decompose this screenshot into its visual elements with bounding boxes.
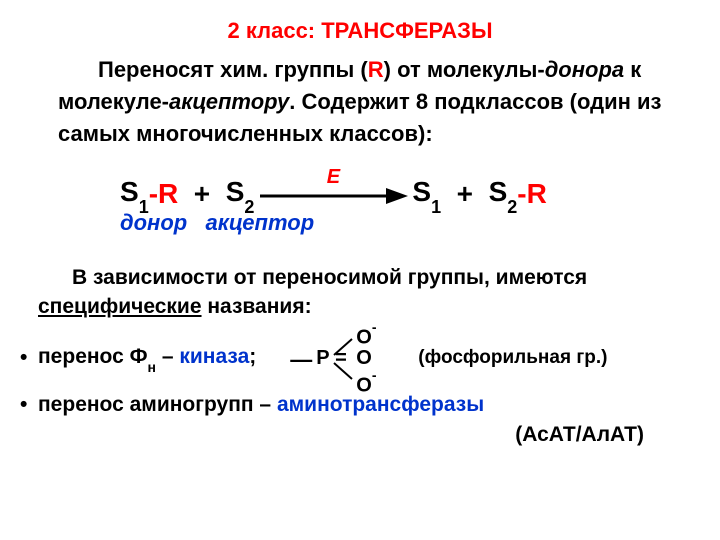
phos-O-top: О- xyxy=(356,323,376,350)
reaction-arrow: Е xyxy=(258,180,408,208)
p2-specific: специфические xyxy=(38,295,202,318)
donor-acceptor-labels: донор акцептор xyxy=(120,210,700,236)
phos-P: Р = xyxy=(316,347,347,370)
equation-line: S1 -R + S2 Е S1 + S2 -R xyxy=(120,176,700,213)
b1-kinase: киназа xyxy=(179,345,249,368)
p1-donor: донора xyxy=(545,57,624,82)
eq-S1b-sub: 1 xyxy=(431,197,441,217)
b1-b: – xyxy=(156,345,179,368)
eq-S1-sym: S xyxy=(120,176,139,207)
phos-O-bot: О- xyxy=(356,371,376,398)
eq-S2b: S2 xyxy=(489,176,518,213)
bullet2-text: перенос аминогрупп – аминотрансферазы xyxy=(38,393,484,417)
second-paragraph: В зависимости от переносимой группы, име… xyxy=(38,264,690,321)
b1-a: перенос Ф xyxy=(38,345,148,368)
b1-sub: н xyxy=(148,359,156,375)
eq-S2-sym: S xyxy=(226,176,245,207)
phos-dash: — xyxy=(290,347,310,373)
p1-a: Переносят хим. группы ( xyxy=(98,57,368,82)
slide-root: 2 класс: ТРАНСФЕРАЗЫ Переносят хим. груп… xyxy=(0,0,720,540)
bullet1-text: перенос Фн – киназа; xyxy=(38,345,256,371)
b1-semi: ; xyxy=(249,345,256,368)
b2-term: аминотрансферазы xyxy=(277,393,484,416)
eq-plus2: + xyxy=(441,178,488,210)
equation-block: S1 -R + S2 Е S1 + S2 -R донор акцептор xyxy=(120,176,700,237)
eq-S1: S1 xyxy=(120,176,149,213)
eq-S2-sub: 2 xyxy=(244,197,254,217)
phos-note: (фосфорильная гр.) xyxy=(418,347,607,369)
eq-S1b-sym: S xyxy=(412,176,431,207)
phos-lines xyxy=(294,327,404,389)
phos-Obot-t: О xyxy=(356,375,372,397)
phosphoryl-structure: — Р = О- О О- xyxy=(294,327,404,389)
eq-plus1: + xyxy=(178,178,225,210)
phos-P-text: Р = xyxy=(316,347,347,369)
eq-S2b-sub: 2 xyxy=(507,197,517,217)
eq-dashR1: -R xyxy=(149,178,179,210)
label-acceptor: акцептор xyxy=(206,210,315,235)
b2-a: перенос аминогрупп – xyxy=(38,393,277,416)
phos-O-mid: О xyxy=(356,347,372,370)
p1-b: ) от молекулы- xyxy=(384,57,545,82)
bullet-dot-2: • xyxy=(20,393,32,417)
eq-S2: S2 xyxy=(226,176,255,213)
eq-S1-sub: 1 xyxy=(139,197,149,217)
bullet-1: • перенос Фн – киназа; — Р = О- О О- (фо… xyxy=(20,327,700,389)
p1-acceptor: акцептору xyxy=(169,89,289,114)
eq-S1b: S1 xyxy=(412,176,441,213)
intro-paragraph: Переносят хим. группы (R) от молекулы-до… xyxy=(58,54,690,150)
bullet-dot-1: • xyxy=(20,346,32,370)
last-line: (АсАТ/АлАТ) xyxy=(20,423,644,447)
eq-S2b-sym: S xyxy=(489,176,508,207)
phos-minus-bot: - xyxy=(372,367,377,383)
p1-R: R xyxy=(368,57,384,82)
arrow-svg xyxy=(258,184,408,208)
p2-b: названия: xyxy=(202,295,312,318)
p2-a: В зависимости от переносимой группы, име… xyxy=(72,266,587,289)
eq-dashR2: -R xyxy=(517,178,547,210)
label-donor: донор xyxy=(120,210,187,235)
slide-title: 2 класс: ТРАНСФЕРАЗЫ xyxy=(20,18,700,44)
bullet-list: • перенос Фн – киназа; — Р = О- О О- (фо… xyxy=(20,327,700,417)
phos-Otop-t: О xyxy=(356,327,372,349)
phos-minus-top: - xyxy=(372,319,377,335)
